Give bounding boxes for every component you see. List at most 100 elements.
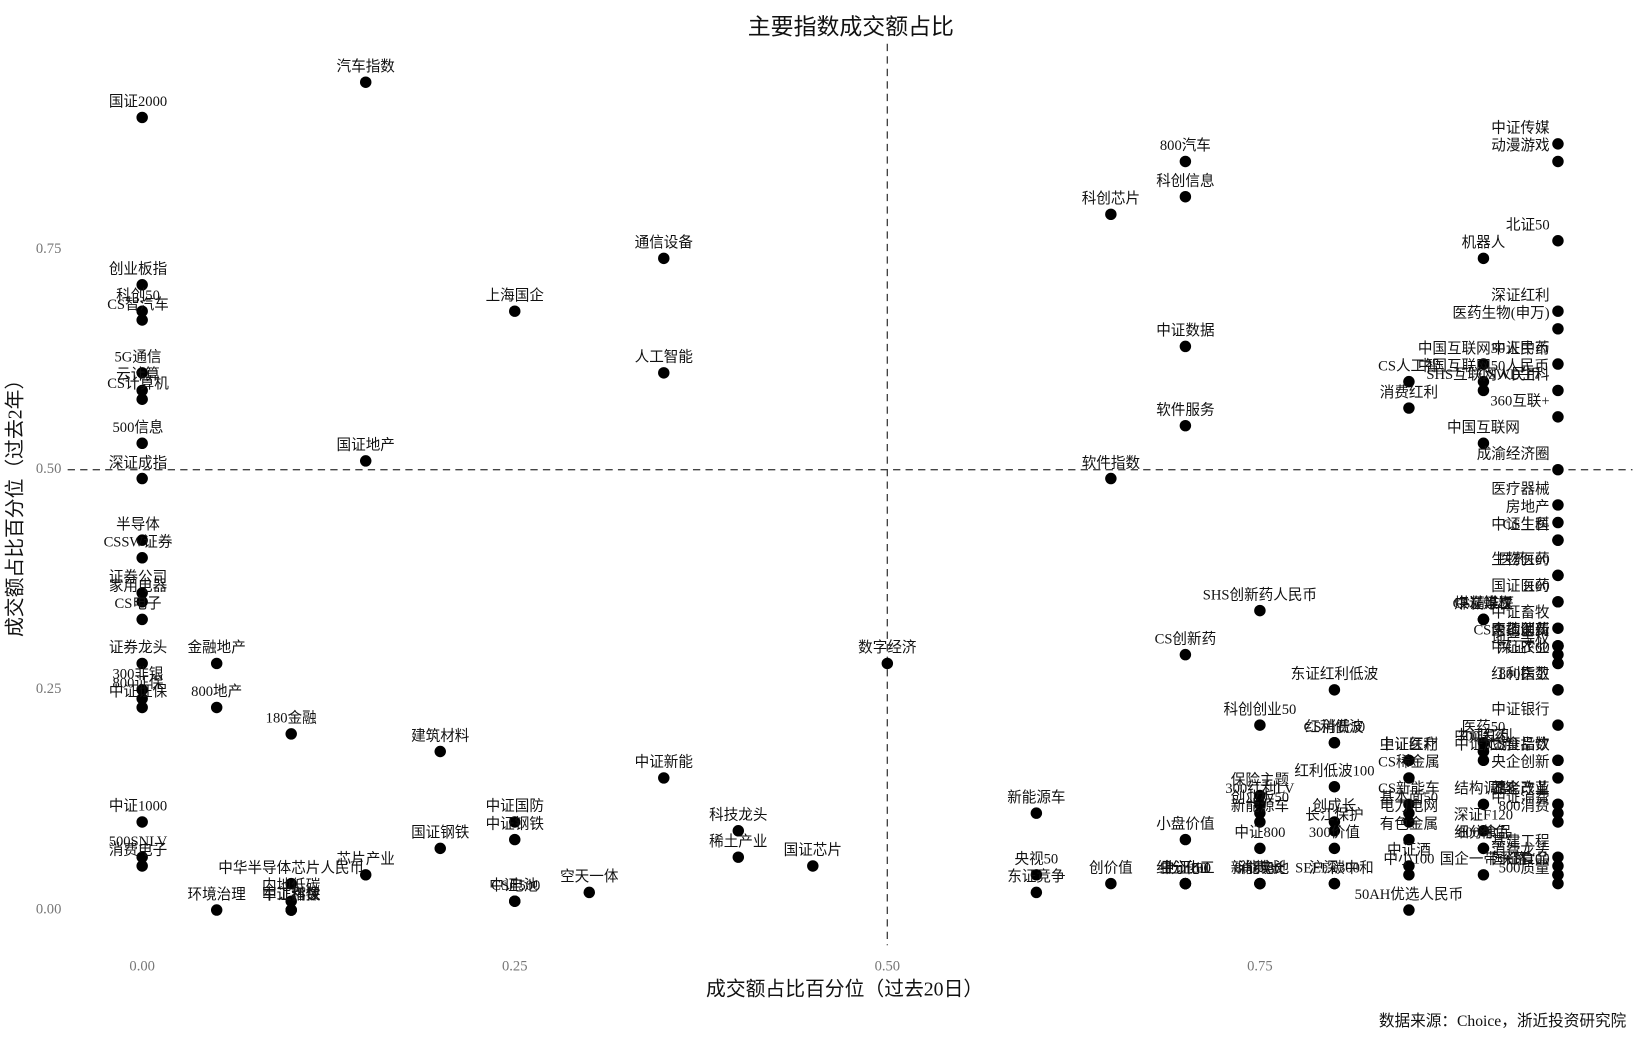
point-label: 300非银	[112, 666, 163, 683]
point-label: 红利指数	[1491, 666, 1550, 683]
point-label: CS精准医	[1453, 595, 1515, 612]
point-label: 创业板指	[109, 260, 167, 278]
point	[807, 860, 819, 872]
point	[1328, 684, 1341, 696]
point	[359, 76, 372, 88]
point	[1403, 402, 1415, 414]
point	[136, 816, 148, 828]
point	[1477, 745, 1490, 758]
point	[1403, 375, 1415, 388]
point	[136, 472, 148, 485]
point-label: 动漫游戏	[1491, 137, 1549, 154]
point	[1403, 869, 1415, 881]
point-label: 有色金属	[1380, 815, 1438, 832]
point	[1552, 640, 1564, 652]
point-label: 中证科技	[262, 886, 321, 903]
point-label: 科创信息	[1156, 172, 1214, 189]
point	[1179, 155, 1192, 168]
point-label: i100	[1524, 579, 1550, 595]
point	[1552, 798, 1564, 811]
point-label: 新能源车	[1231, 798, 1289, 815]
point-label: 东证红利低波	[1291, 666, 1379, 683]
point-label: 创业板50	[1231, 788, 1289, 806]
point	[136, 596, 148, 608]
point-label: 中小100	[1383, 851, 1434, 868]
point	[136, 305, 148, 317]
point-label: 小盘价值	[1156, 814, 1214, 832]
point	[136, 552, 148, 564]
point-label: 国证2000	[109, 93, 167, 110]
point	[1030, 807, 1043, 819]
point-label: 养老产业	[1491, 780, 1549, 797]
point-label: 300价值	[1309, 824, 1360, 841]
point	[1030, 869, 1043, 881]
point	[1552, 499, 1564, 511]
point	[583, 886, 595, 899]
point	[1552, 622, 1564, 634]
point	[1254, 604, 1266, 617]
point-label: 500信息	[112, 419, 163, 436]
point	[1552, 807, 1564, 819]
point	[1403, 833, 1415, 846]
point-label: 证券龙头	[109, 639, 167, 656]
point	[1030, 886, 1043, 899]
point-label: 中国互联网	[1447, 419, 1520, 436]
point-label: CS稀金属	[1378, 754, 1440, 771]
point-label: 中证畜牧	[1491, 604, 1550, 621]
y-tick-label: 0.00	[36, 901, 62, 917]
point-label: 国证地产	[337, 437, 395, 454]
point	[136, 111, 148, 124]
point-label: 消费龙头	[1491, 842, 1549, 859]
point	[1403, 754, 1415, 767]
point-label: 科创50	[116, 287, 160, 304]
point	[1179, 648, 1192, 661]
point	[285, 895, 297, 907]
point	[1477, 869, 1490, 881]
point-label: 800证保	[112, 674, 163, 691]
point-label: 云计算	[116, 366, 160, 383]
point	[509, 895, 521, 907]
point	[1552, 851, 1564, 863]
point-label: CS新能车	[1378, 780, 1440, 797]
point	[1179, 190, 1192, 203]
point	[1552, 323, 1564, 335]
point	[210, 904, 223, 916]
point	[1328, 736, 1341, 749]
point	[1403, 798, 1415, 811]
point	[1552, 155, 1564, 168]
point-label: 深证成指	[109, 454, 167, 471]
point-label: 800消费	[1499, 798, 1550, 815]
point-label: 中证酒	[1387, 842, 1431, 859]
point-label: 科创创业50	[1223, 701, 1296, 718]
point-label: 科创芯片	[1082, 190, 1140, 207]
point-label: 创成长	[1313, 798, 1357, 815]
point-label: 国证医药	[1491, 578, 1549, 595]
point	[136, 851, 148, 863]
point	[1552, 772, 1564, 784]
point-label: 消费电子	[109, 842, 167, 859]
point	[434, 842, 446, 855]
point	[1254, 877, 1266, 890]
point-label: 沪深300	[1309, 859, 1360, 876]
point-label: CS医药创新	[1473, 622, 1549, 639]
point-label: 地产等权	[1491, 629, 1550, 647]
point-label: 稀土产业	[709, 833, 767, 850]
point-label: 细分化工	[1156, 859, 1214, 876]
point	[1328, 877, 1341, 890]
y-tick-label: 0.50	[36, 461, 62, 477]
point-label: CS生医	[1503, 516, 1550, 533]
point	[1552, 569, 1564, 582]
point	[1179, 419, 1192, 432]
x-tick-label: 0.50	[875, 958, 901, 974]
point-label: 消费80	[1238, 859, 1282, 876]
point-label: CSSW证券	[104, 534, 173, 551]
point	[1179, 833, 1192, 846]
point-label: 国证芯片	[784, 842, 842, 859]
point-label: 东证竞争	[1007, 867, 1065, 885]
point	[136, 684, 148, 696]
point	[658, 367, 670, 379]
point-label: 800汽车	[1160, 137, 1211, 154]
point-label: 5G通信	[115, 349, 162, 366]
point	[136, 393, 148, 405]
x-tick-label: 0.75	[1247, 958, 1273, 974]
